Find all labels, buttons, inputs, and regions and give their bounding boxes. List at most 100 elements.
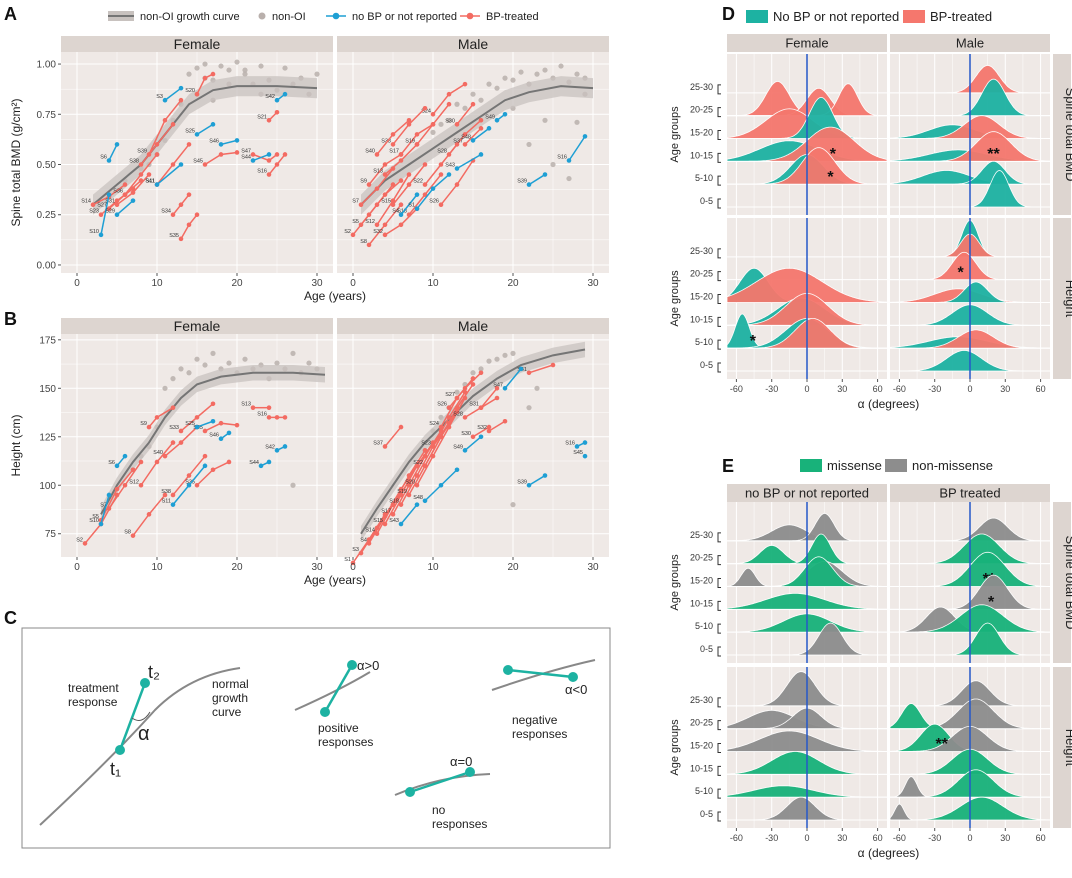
x-tick-label: 0 [967, 833, 972, 843]
subject-label: S36 [113, 189, 123, 195]
no-response-line [409, 770, 471, 794]
legend-swatch-D-1 [903, 10, 925, 23]
trajectory-point [138, 162, 144, 167]
normal-growth-curve-label: normal growth curve [212, 677, 249, 719]
subject-label: S20 [185, 88, 195, 94]
subject-label: S45 [193, 159, 203, 165]
trajectory-point [382, 521, 388, 527]
subject-label: S3 [352, 547, 359, 553]
x-tick-label: 60 [873, 384, 883, 394]
age-group-bracket [717, 811, 721, 822]
subject-label: S48 [413, 495, 423, 501]
no-response-t2-point [465, 767, 475, 777]
subject-label: S25 [185, 421, 195, 427]
trajectory-point [486, 428, 492, 434]
non-oi-point [542, 67, 548, 73]
y-axis-title: Height (cm) [9, 414, 23, 476]
trajectory-point [146, 172, 152, 177]
trajectory-point [366, 182, 372, 187]
legend-bp-swatch [466, 12, 474, 20]
subject-label: S39 [137, 148, 147, 154]
subject-label: S13 [241, 402, 251, 408]
trajectory-point [202, 463, 208, 469]
significance-marker: * [750, 333, 757, 350]
trajectory-point [422, 453, 428, 459]
subject-label: S16 [257, 169, 267, 175]
t1-point [115, 745, 125, 755]
x-tick-label: -60 [893, 833, 906, 843]
trajectory-point [358, 550, 364, 556]
legend-swatch-E-0 [800, 459, 822, 472]
x-tick-label: 0 [804, 384, 809, 394]
positive-t1-point [320, 707, 330, 717]
subject-label: S26 [429, 199, 439, 205]
non-oi-point [486, 358, 492, 364]
subject-label: S1 [344, 557, 351, 563]
legend-label-bp: BP-treated [486, 11, 539, 23]
trajectory-point [218, 152, 224, 157]
trajectory-point [170, 492, 176, 498]
subject-label: S12 [365, 219, 375, 225]
trajectory-point [366, 242, 372, 248]
non-oi-point [202, 362, 208, 368]
x-tick-label: -30 [928, 384, 941, 394]
trajectory-point [266, 158, 272, 163]
panel-letter-c: C [4, 608, 17, 628]
age-group-bracket [717, 555, 721, 566]
trajectory-point [454, 166, 460, 171]
non-oi-point [550, 161, 556, 168]
trajectory-point [282, 415, 288, 420]
subject-label: S3 [156, 94, 163, 100]
trajectory-point [162, 453, 168, 459]
trajectory-point [438, 162, 444, 167]
alpha-label: α [138, 723, 150, 745]
x-tick-label: -30 [765, 833, 778, 843]
age-group-label: 10-15 [690, 150, 713, 160]
non-oi-point [574, 119, 580, 125]
trajectory-point [422, 105, 428, 111]
subject-label: S22 [413, 460, 423, 466]
trajectory-point [82, 541, 88, 546]
age-group-label: 10-15 [690, 763, 713, 773]
y-axis-title: Spine total BMD (g/cm²) [9, 98, 23, 226]
facet-strip-E-0: no BP or not reported [745, 486, 869, 501]
trajectory-point [374, 222, 380, 228]
age-group-bracket [717, 198, 721, 209]
subject-label: S6 [108, 460, 115, 466]
positive-t2-point [347, 660, 357, 670]
trajectory-point [98, 521, 104, 527]
trajectory-point [374, 202, 380, 207]
subject-label: S23 [89, 209, 99, 215]
x-tick-label: 60 [873, 833, 883, 843]
trajectory-point [398, 424, 404, 430]
y-tick-label: 0.00 [37, 260, 57, 271]
subject-label: S38 [129, 159, 139, 165]
trajectory-point [494, 385, 500, 391]
trajectory-point [114, 486, 120, 492]
subject-label: S35 [185, 479, 195, 485]
trajectory-point [390, 202, 396, 207]
subject-label: S42 [265, 94, 275, 100]
trajectory-point [162, 97, 168, 103]
subject-label: S32 [373, 229, 383, 235]
facet-strip-A-female-bg [61, 36, 333, 52]
trajectory-point [226, 430, 232, 436]
x-tick-label: 0 [350, 278, 356, 289]
y-tick-label: 0.50 [37, 160, 57, 171]
trajectory-line [416, 397, 466, 486]
row-strip-D-1: Height [1063, 280, 1072, 318]
positive-responses-label: positive responses [318, 721, 373, 749]
subject-label: S49 [485, 114, 495, 120]
trajectory-line [424, 383, 474, 467]
trajectory-point [446, 91, 452, 97]
significance-marker: * [830, 146, 837, 163]
age-group-label: 15-20 [690, 741, 713, 751]
x-axis-title: α (degrees) [858, 846, 920, 860]
trajectory-point [98, 212, 104, 218]
age-group-bracket [717, 532, 721, 543]
y-tick-label: 150 [39, 384, 56, 395]
trajectory-point [430, 453, 436, 459]
trajectory-point [430, 444, 436, 449]
subject-label: S19 [397, 489, 407, 495]
x-tick-label: 10 [427, 562, 439, 573]
